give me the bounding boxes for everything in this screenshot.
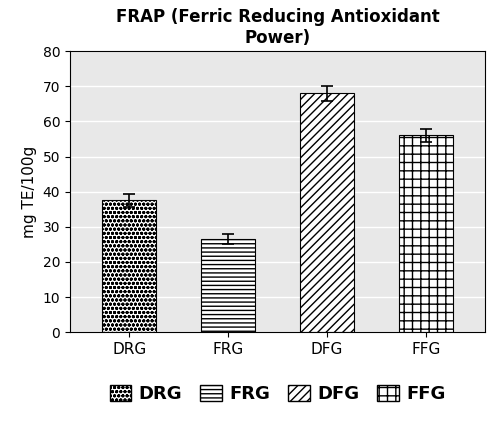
Title: FRAP (Ferric Reducing Antioxidant
Power): FRAP (Ferric Reducing Antioxidant Power) — [116, 8, 440, 47]
Legend: DRG, FRG, DFG, FFG: DRG, FRG, DFG, FFG — [102, 378, 453, 411]
Y-axis label: mg TE/100g: mg TE/100g — [22, 146, 37, 238]
Bar — [102, 201, 156, 332]
Bar — [398, 135, 453, 332]
Bar — [201, 239, 256, 332]
Bar — [300, 93, 354, 332]
